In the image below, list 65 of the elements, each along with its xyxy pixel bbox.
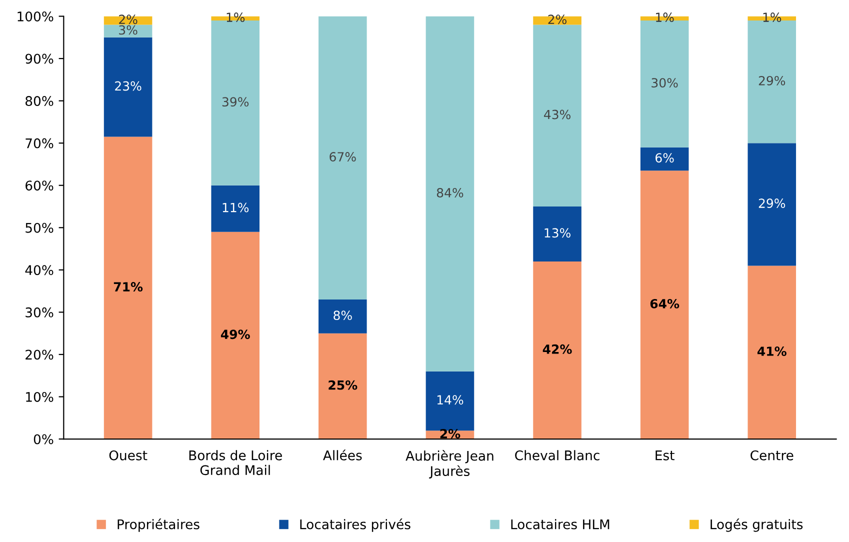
data-label: 23% [115,81,142,91]
data-label: 29% [758,198,786,208]
y-tick-label: 60% [26,180,54,191]
legend-label: Propriétaires [118,518,200,532]
data-label: 11% [222,202,249,212]
x-tick-label: Est [656,450,674,460]
bar [640,147,689,171]
y-tick-label: 20% [26,350,54,360]
x-tick-label: Cheval Blanc [515,450,600,460]
bar [748,266,796,440]
data-label: 43% [544,110,570,120]
x-tick-label: Aubrière Jean Jaurès [406,450,494,479]
data-label: 84% [436,188,464,198]
y-tick-label: 50% [26,222,54,233]
data-label: 25% [328,380,358,390]
x-tick-label: Bords de Loire Grand Mail [189,450,282,476]
bar [318,300,367,334]
legend-label: Locataires HLM [511,519,610,530]
bar [748,20,796,144]
data-label: 14% [437,395,464,405]
data-label: 8% [334,310,352,320]
data-label: 67% [330,152,356,162]
y-tick-label: 10% [26,392,54,402]
data-label: 2% [119,14,138,24]
data-label: 3% [119,25,138,35]
x-tick-label: Ouest [109,450,148,460]
data-label: 2% [440,428,460,438]
bar [104,37,152,137]
y-tick-label: 30% [26,307,54,318]
data-label: 42% [542,344,572,354]
data-label: 71% [114,282,143,292]
bar [426,371,474,431]
bar [533,24,582,206]
bar [104,24,152,38]
data-label: 13% [544,228,570,238]
bar [211,232,260,440]
data-label: 41% [757,346,786,356]
y-tick-label: 90% [25,54,54,64]
data-label: 2% [548,14,566,24]
bar [533,206,582,262]
bar [211,185,260,232]
data-label: 64% [650,298,680,308]
y-tick-label: 80% [26,96,54,106]
bar [426,16,474,372]
data-label: 49% [220,330,250,340]
bar [640,170,689,440]
data-label: 39% [222,97,249,107]
bar [318,333,367,440]
y-tick-label: 40% [25,265,54,276]
bar [533,261,582,440]
x-tick-label: Allées [323,450,362,460]
data-label: 6% [656,153,674,163]
data-label: 29% [758,76,786,86]
bar [748,143,796,266]
bar [640,20,689,148]
bar [211,20,260,186]
bar [318,16,367,300]
bar [104,136,152,440]
data-label: 30% [652,78,678,88]
y-tick-label: 100% [18,11,54,22]
legend-label: Logés gratuits [710,518,803,532]
x-tick-label: Centre [750,450,794,460]
y-tick-label: 70% [26,138,54,148]
legend-label: Locataires privés [300,518,410,532]
y-tick-label: 0% [34,434,54,444]
